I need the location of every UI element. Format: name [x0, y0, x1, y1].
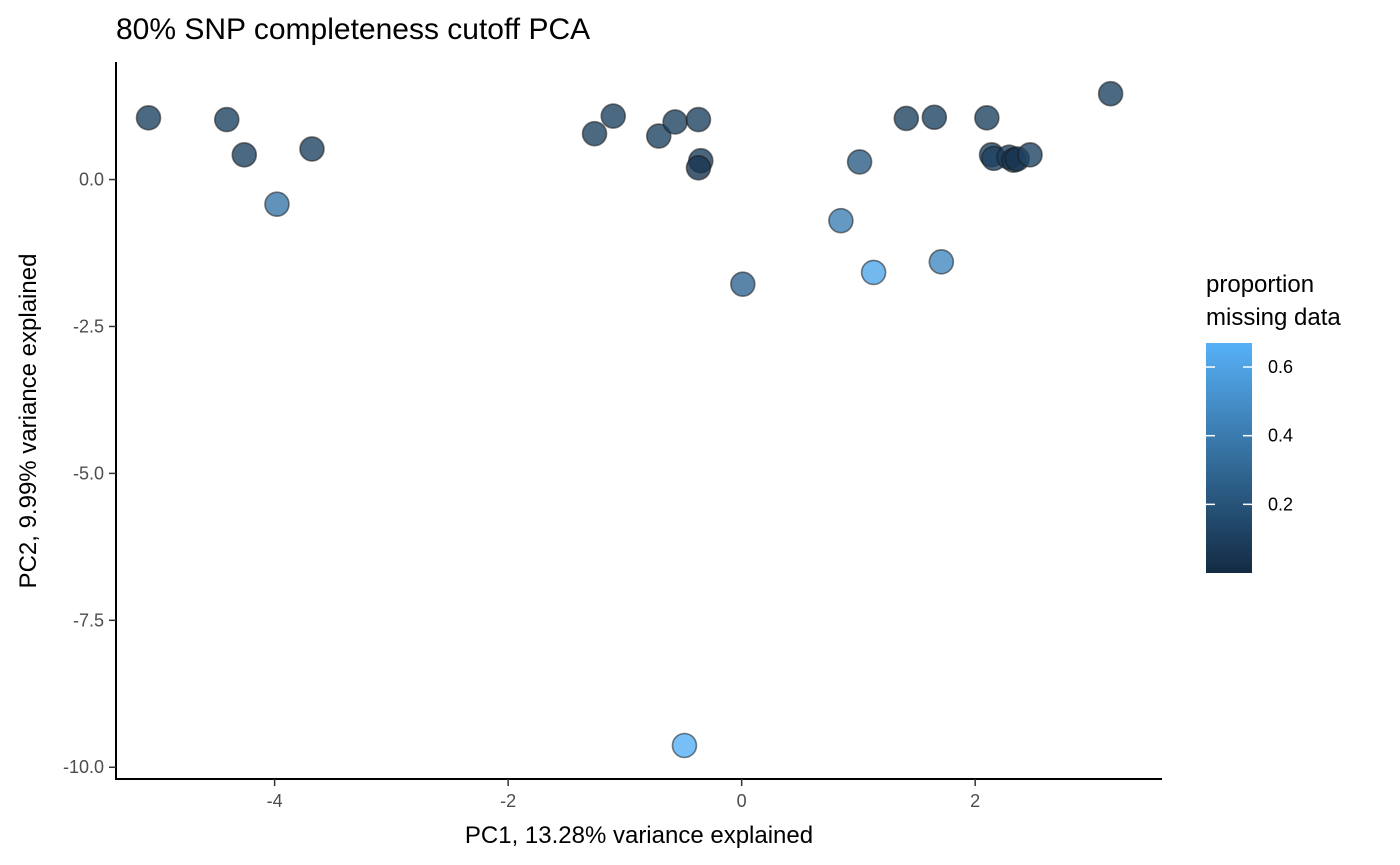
data-point [213, 106, 240, 133]
legend-break-label: 0.2 [1268, 494, 1293, 514]
data-point [264, 191, 290, 218]
legend-title-line-1: proportion [1206, 271, 1314, 298]
data-point [135, 105, 162, 131]
y-tick-label: -7.5 [73, 610, 104, 630]
color-legend: proportion missing data 0.2 0.4 0.6 [1206, 271, 1341, 573]
data-point [685, 154, 712, 181]
y-ticks: 0.0 -2.5 -5.0 -7.5 -10.0 [63, 170, 116, 777]
data-point [662, 109, 688, 135]
data-point [1097, 80, 1124, 107]
data-point [974, 105, 1000, 131]
y-tick-label: -5.0 [73, 463, 104, 483]
data-point [231, 142, 258, 168]
data-point [921, 104, 948, 131]
data-point [685, 106, 712, 133]
data-point [730, 271, 756, 297]
legend-break-label: 0.6 [1268, 357, 1293, 377]
x-tick-label: -4 [267, 791, 283, 811]
colorbar [1206, 343, 1252, 573]
legend-title-line-2: missing data [1206, 304, 1341, 331]
data-point [671, 732, 698, 759]
data-point [600, 103, 627, 129]
data-point [1017, 142, 1043, 168]
data-point [860, 259, 887, 286]
chart-title: 80% SNP completeness cutoff PCA [116, 13, 590, 46]
legend-break-label: 0.4 [1268, 426, 1293, 446]
x-axis-title: PC1, 13.28% variance explained [465, 822, 813, 849]
x-tick-label: -2 [500, 791, 516, 811]
data-point [893, 105, 920, 132]
x-tick-label: 0 [737, 791, 747, 811]
x-ticks: -4 -2 0 2 [267, 779, 980, 811]
data-point [581, 120, 608, 147]
data-point [846, 149, 873, 175]
y-tick-label: -2.5 [73, 316, 104, 336]
data-point [928, 249, 955, 275]
y-axis-title: PC2, 9.99% variance explained [15, 254, 42, 589]
y-tick-label: 0.0 [79, 170, 104, 190]
y-tick-label: -10.0 [63, 757, 104, 777]
legend-breaks: 0.2 0.4 0.6 [1206, 357, 1293, 514]
points-layer [135, 80, 1124, 759]
data-point [299, 136, 325, 162]
data-point [645, 123, 672, 149]
x-tick-label: 2 [970, 791, 980, 811]
data-point [828, 207, 854, 234]
